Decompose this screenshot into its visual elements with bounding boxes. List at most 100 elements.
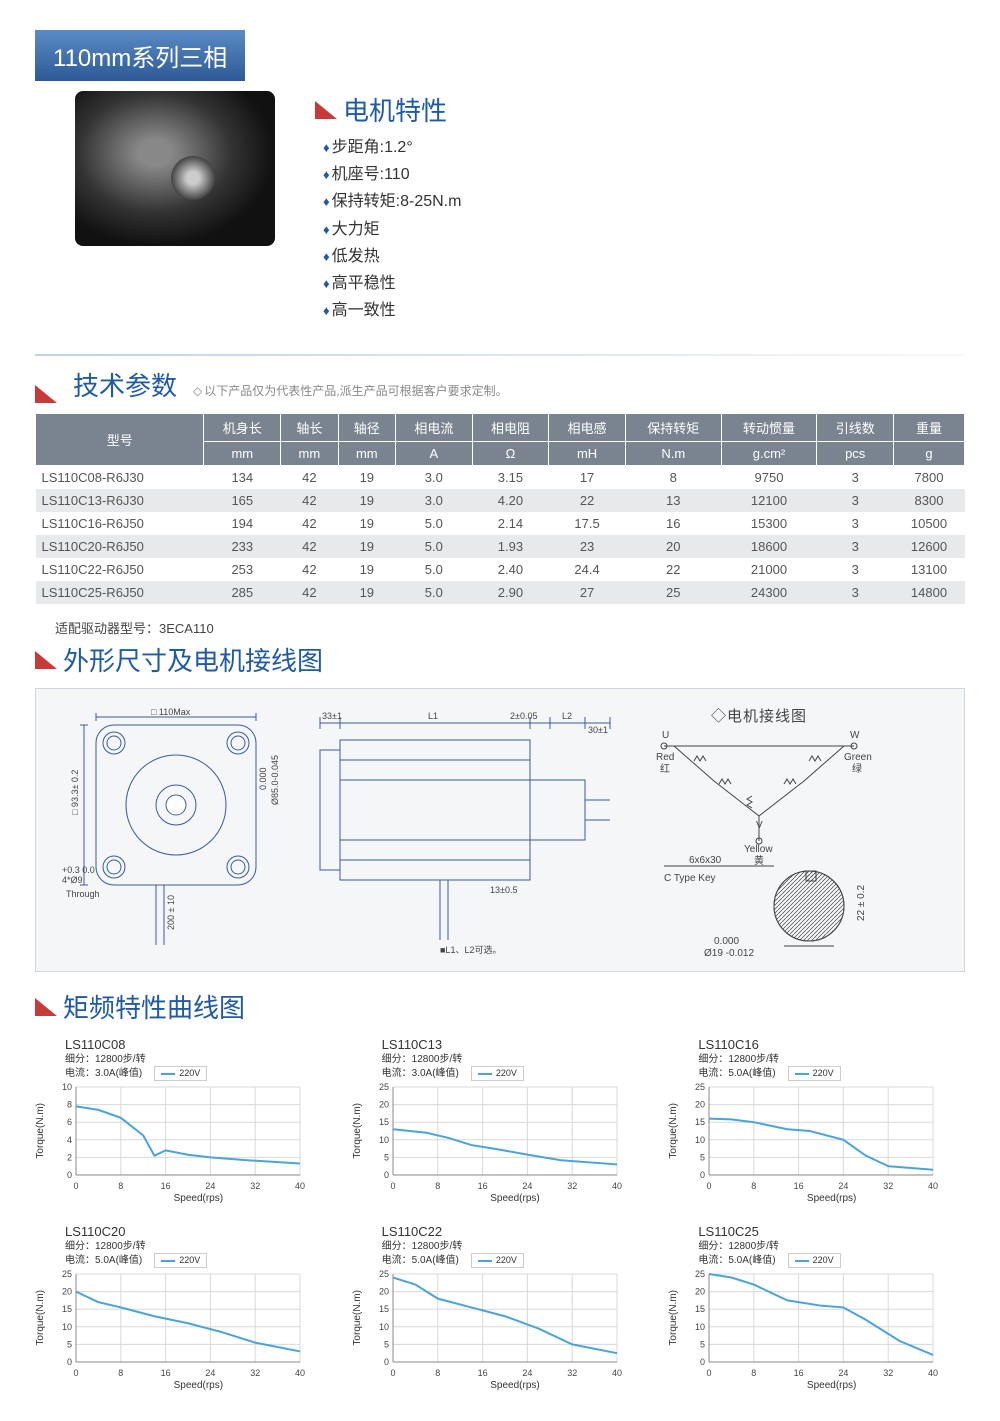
- svg-text:4: 4: [67, 1135, 72, 1145]
- svg-text:200 ± 10: 200 ± 10: [166, 895, 176, 930]
- svg-text:15: 15: [379, 1304, 389, 1314]
- table-row: LS110C22-R6J5025342195.02.4024.422210003…: [36, 558, 965, 581]
- svg-text:20: 20: [695, 1287, 705, 1297]
- svg-text:10: 10: [62, 1322, 72, 1332]
- svg-text:5: 5: [700, 1339, 705, 1349]
- dimensions-box: □ 110Max □ 93.3± 0.2 0.000 Ø85.0-0.045 4…: [35, 688, 965, 972]
- svg-text:13±0.5: 13±0.5: [490, 885, 517, 895]
- motor-image: [75, 91, 275, 246]
- svg-text:0: 0: [390, 1181, 395, 1191]
- chart-title: LS110C20: [65, 1224, 332, 1239]
- svg-text:0: 0: [390, 1368, 395, 1378]
- svg-text:16: 16: [477, 1181, 487, 1191]
- chart-xlabel: Speed(rps): [698, 1380, 965, 1391]
- svg-text:0.000: 0.000: [258, 768, 268, 791]
- side-view-diagram: 33±1 L1 2±0.05 L2 30±1 13±0.5 ■L1、L2可选。: [310, 705, 620, 955]
- chart-xlabel: Speed(rps): [382, 1380, 649, 1391]
- divider: [35, 354, 965, 356]
- chart-title: LS110C13: [382, 1037, 649, 1052]
- svg-text:0: 0: [384, 1170, 389, 1180]
- tech-params-heading: 技术参数: [73, 366, 177, 403]
- chart-title: LS110C08: [65, 1037, 332, 1052]
- svg-text:0: 0: [707, 1181, 712, 1191]
- svg-text:8: 8: [435, 1181, 440, 1191]
- svg-text:30±1: 30±1: [588, 725, 608, 735]
- chart-xlabel: Speed(rps): [382, 1193, 649, 1204]
- svg-text:□ 110Max: □ 110Max: [151, 707, 191, 717]
- motor-char-item: 低发热: [323, 243, 461, 270]
- chart-meta: 细分：12800步/转电流：3.0A(峰值)220V: [65, 1054, 332, 1081]
- svg-text:10: 10: [379, 1322, 389, 1332]
- chart-title: LS110C25: [698, 1224, 965, 1239]
- svg-text:25: 25: [695, 1270, 705, 1279]
- svg-text:40: 40: [295, 1368, 305, 1378]
- svg-text:33±1: 33±1: [322, 711, 342, 721]
- svg-text:16: 16: [477, 1368, 487, 1378]
- chart-legend: 220V: [154, 1066, 207, 1081]
- motor-char-heading: 电机特性: [343, 91, 447, 128]
- chart-ylabel: Torque(N.m): [35, 1083, 46, 1179]
- torque-heading: 矩频特性曲线图: [63, 988, 245, 1025]
- svg-text:6x6x30: 6x6x30: [689, 855, 722, 866]
- params-table: 型号机身长轴长轴径相电流相电阻相电感保持转矩转动惯量引线数重量mmmmmmAΩm…: [35, 413, 965, 604]
- svg-text:25: 25: [62, 1270, 72, 1279]
- svg-text:40: 40: [928, 1181, 938, 1191]
- svg-text:0: 0: [67, 1170, 72, 1180]
- svg-text:32: 32: [567, 1181, 577, 1191]
- svg-text:0: 0: [67, 1357, 72, 1367]
- page-title: 110mm系列三相: [35, 30, 245, 81]
- svg-text:15: 15: [62, 1304, 72, 1314]
- chart-ylabel: Torque(N.m): [668, 1270, 679, 1366]
- svg-text:8: 8: [752, 1181, 757, 1191]
- svg-text:Yellow: Yellow: [744, 844, 773, 855]
- svg-text:10: 10: [695, 1322, 705, 1332]
- svg-text:25: 25: [379, 1083, 389, 1092]
- chart-meta: 细分：12800步/转电流：5.0A(峰值)220V: [382, 1241, 649, 1268]
- svg-text:Ø85.0-0.045: Ø85.0-0.045: [270, 755, 280, 805]
- chart-title: LS110C22: [382, 1224, 649, 1239]
- svg-text:+0.3 0.0: +0.3 0.0: [62, 865, 95, 875]
- svg-text:C Type Key: C Type Key: [664, 873, 716, 884]
- svg-text:22 ± 0.2: 22 ± 0.2: [856, 885, 867, 922]
- svg-text:15: 15: [695, 1304, 705, 1314]
- svg-text:绿: 绿: [852, 762, 862, 775]
- chart-ylabel: Torque(N.m): [35, 1270, 46, 1366]
- svg-text:4*Ø9: 4*Ø9: [62, 875, 83, 885]
- svg-text:8: 8: [67, 1100, 72, 1110]
- svg-text:□ 93.3± 0.2: □ 93.3± 0.2: [70, 770, 80, 815]
- svg-text:16: 16: [794, 1181, 804, 1191]
- svg-text:0: 0: [384, 1357, 389, 1367]
- svg-text:16: 16: [161, 1368, 171, 1378]
- torque-chart: LS110C20 细分：12800步/转电流：5.0A(峰值)220V Torq…: [35, 1224, 332, 1391]
- torque-chart: LS110C16 细分：12800步/转电流：5.0A(峰值)220V Torq…: [668, 1037, 965, 1204]
- svg-text:Red: Red: [656, 752, 674, 763]
- triangle-icon: [35, 651, 57, 669]
- table-row: LS110C20-R6J5023342195.01.93232018600312…: [36, 535, 965, 558]
- svg-text:2±0.05: 2±0.05: [510, 711, 537, 721]
- triangle-icon: [35, 998, 57, 1016]
- svg-text:10: 10: [379, 1135, 389, 1145]
- svg-text:5: 5: [67, 1339, 72, 1349]
- svg-text:24: 24: [205, 1368, 215, 1378]
- svg-text:20: 20: [379, 1287, 389, 1297]
- dimensions-heading: 外形尺寸及电机接线图: [63, 641, 323, 678]
- svg-text:40: 40: [295, 1181, 305, 1191]
- svg-text:16: 16: [161, 1181, 171, 1191]
- tech-params-note: 以下产品仅为代表性产品,派生产品可根据客户要求定制。: [193, 382, 508, 403]
- table-row: LS110C13-R6J3016542193.04.20221312100383…: [36, 489, 965, 512]
- motor-char-item: 高一致性: [323, 297, 461, 324]
- svg-text:16: 16: [794, 1368, 804, 1378]
- torque-chart: LS110C25 细分：12800步/转电流：5.0A(峰值)220V Torq…: [668, 1224, 965, 1391]
- wiring-diagram: 电机接线图 U Red 红 W Green 绿 V Yellow: [634, 705, 884, 955]
- svg-text:■L1、L2可选。: ■L1、L2可选。: [440, 944, 501, 955]
- svg-text:Ø19 -0.012: Ø19 -0.012: [704, 948, 754, 956]
- chart-ylabel: Torque(N.m): [352, 1270, 363, 1366]
- chart-title: LS110C16: [698, 1037, 965, 1052]
- chart-legend: 220V: [154, 1253, 207, 1268]
- svg-text:黄: 黄: [754, 854, 764, 867]
- motor-char-item: 机座号:110: [323, 161, 461, 188]
- svg-text:8: 8: [118, 1368, 123, 1378]
- motor-char-item: 步距角:1.2°: [323, 134, 461, 161]
- chart-ylabel: Torque(N.m): [352, 1083, 363, 1179]
- svg-text:20: 20: [379, 1100, 389, 1110]
